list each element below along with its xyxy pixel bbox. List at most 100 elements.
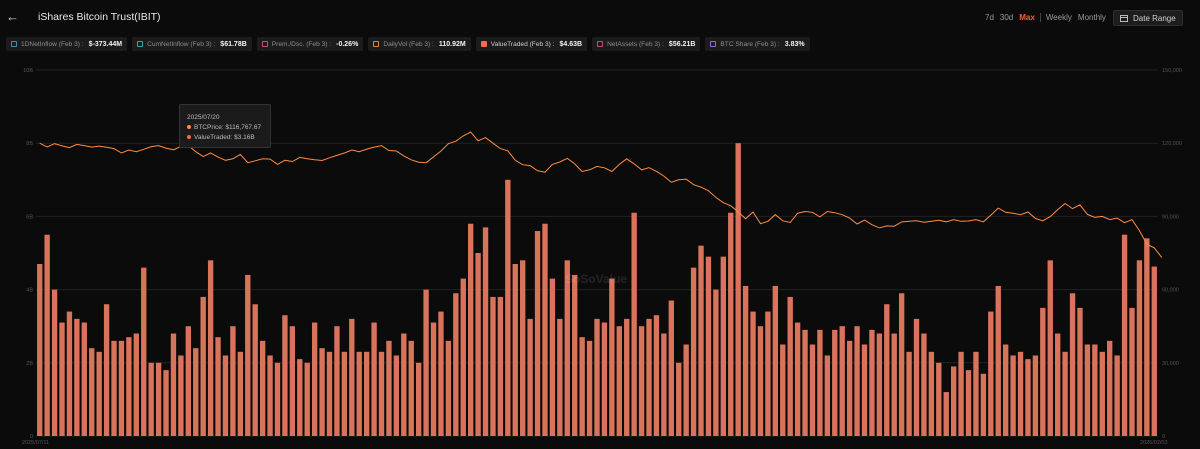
value-traded-bar	[869, 329, 875, 436]
value-traded-bar	[787, 296, 793, 436]
tooltip-btc-row: BTCPrice: $116,767.67	[187, 123, 270, 133]
metric-chip[interactable]: CumNetInflow (Feb 3) : $61.78B	[132, 37, 252, 51]
checkbox-icon[interactable]	[261, 41, 268, 47]
value-traded-bar	[549, 278, 556, 436]
metric-toggle-bar: 1DNetInflow (Feb 3) : $-373.44M CumNetInfl…	[6, 37, 810, 51]
value-traded-bar	[802, 329, 808, 436]
value-traded-bar	[928, 351, 935, 436]
value-traded-bar	[527, 318, 533, 436]
y-left-tick: 0	[30, 434, 33, 440]
tooltip-date: 2025/07/20	[187, 114, 220, 121]
metric-chip[interactable]: ValueTraded (Feb 3) : $4.63B	[475, 37, 588, 51]
checkbox-checked-icon[interactable]	[480, 41, 487, 47]
value-traded-bar	[564, 260, 570, 436]
value-traded-bar	[824, 355, 831, 436]
value-traded-bar	[378, 351, 385, 436]
period-weekly[interactable]: Weekly	[1045, 13, 1072, 22]
value-traded-bar	[304, 362, 310, 436]
metric-chip[interactable]: NetAssets (Feb 3) : $56.21B	[592, 37, 701, 51]
checkbox-icon[interactable]	[710, 41, 717, 47]
value-traded-bar	[1144, 238, 1150, 436]
value-traded-bar	[1084, 344, 1091, 436]
value-traded-bar	[683, 344, 689, 436]
btc-dot-icon	[187, 125, 191, 129]
y-right-tick: 0	[1162, 434, 1165, 440]
value-traded-bar	[185, 326, 191, 436]
value-traded-bar	[988, 311, 994, 436]
value-traded-bar	[1136, 260, 1143, 436]
value-traded-bar	[624, 318, 630, 436]
value-traded-bar	[393, 355, 400, 436]
period-monthly[interactable]: Monthly	[1077, 13, 1106, 22]
value-traded-bar	[765, 311, 771, 436]
checkbox-icon[interactable]	[373, 41, 380, 47]
y-left-tick: 4B	[26, 288, 33, 294]
value-traded-bar	[363, 351, 370, 436]
metric-chip[interactable]: DailyVol (Feb 3) : 110.92M	[368, 37, 471, 51]
value-traded-bar	[921, 333, 927, 436]
period-7d[interactable]: 7d	[985, 13, 994, 22]
value-traded-bar	[973, 351, 979, 436]
calendar-icon	[1120, 14, 1128, 22]
value-traded-bar	[207, 260, 214, 436]
watermark: SoSoValue	[565, 272, 627, 286]
value-traded-bar	[861, 344, 868, 436]
value-traded-bar	[215, 337, 221, 436]
value-traded-bar	[430, 322, 437, 436]
value-traded-bar	[341, 351, 348, 436]
value-traded-bar	[534, 231, 541, 436]
value-traded-bar	[297, 359, 303, 436]
value-traded-bar	[252, 304, 258, 436]
value-traded-bar	[794, 322, 801, 436]
value-traded-bar	[832, 329, 838, 436]
value-traded-bar	[289, 326, 296, 436]
y-right-tick: 120,000	[1162, 141, 1182, 147]
value-traded-bar	[200, 296, 206, 436]
date-range-label: Date Range	[1133, 13, 1176, 23]
x-start-label: 2025/07/11	[22, 440, 49, 446]
metric-value: $4.63B	[559, 40, 583, 48]
metric-chip[interactable]: BTC Share (Feb 3) : 3.83%	[705, 37, 810, 51]
value-traded-bar	[371, 322, 377, 436]
value-traded-bar	[245, 274, 251, 436]
tooltip-vt-row: ValueTraded: $3.16B	[187, 133, 270, 143]
value-traded-bar	[334, 326, 340, 436]
value-traded-bar	[943, 392, 949, 436]
value-traded-bar	[74, 318, 80, 436]
value-traded-bar	[876, 333, 883, 436]
period-max[interactable]: Max	[1019, 13, 1035, 22]
value-traded-bar	[520, 260, 526, 436]
value-traded-bar	[133, 333, 139, 436]
value-traded-bar	[980, 373, 987, 436]
value-traded-bar	[1010, 355, 1016, 436]
metric-label: 1DNetInflow (Feb 3) :	[21, 40, 84, 48]
checkbox-icon[interactable]	[597, 41, 604, 47]
period-30d[interactable]: 30d	[999, 13, 1014, 22]
value-traded-bar	[512, 263, 518, 436]
metric-chip[interactable]: 1DNetInflow (Feb 3) : $-373.44M	[6, 37, 128, 51]
y-left-tick: 8B	[26, 141, 33, 147]
value-traded-bar	[742, 285, 749, 436]
value-traded-bar	[438, 311, 444, 436]
value-traded-bar	[319, 348, 325, 436]
metric-value: 110.92M	[438, 40, 466, 48]
value-traded-bar	[728, 212, 734, 436]
value-traded-bar	[898, 293, 905, 436]
value-traded-bar	[415, 362, 422, 436]
value-traded-bar	[609, 278, 615, 436]
value-traded-bar	[126, 337, 132, 436]
value-traded-bar	[557, 318, 563, 436]
date-range-button[interactable]: Date Range	[1113, 10, 1183, 26]
checkbox-icon[interactable]	[137, 41, 144, 47]
value-traded-bar	[1062, 351, 1068, 436]
metric-label: NetAssets (Feb 3) :	[607, 40, 664, 48]
header-bar: ← iShares Bitcoin Trust(IBIT) 7d 30d Max…	[0, 0, 1200, 36]
metric-chip[interactable]: Prem./Dsc. (Feb 3) : -0.26%	[256, 37, 364, 51]
tooltip-btc-price: BTCPrice: $116,767.67	[194, 124, 262, 131]
value-traded-bar	[37, 263, 43, 436]
value-traded-bar	[311, 322, 318, 436]
value-traded-bar	[1107, 340, 1113, 436]
arrow-left-icon[interactable]: ←	[6, 9, 19, 24]
checkbox-icon[interactable]	[11, 41, 17, 47]
